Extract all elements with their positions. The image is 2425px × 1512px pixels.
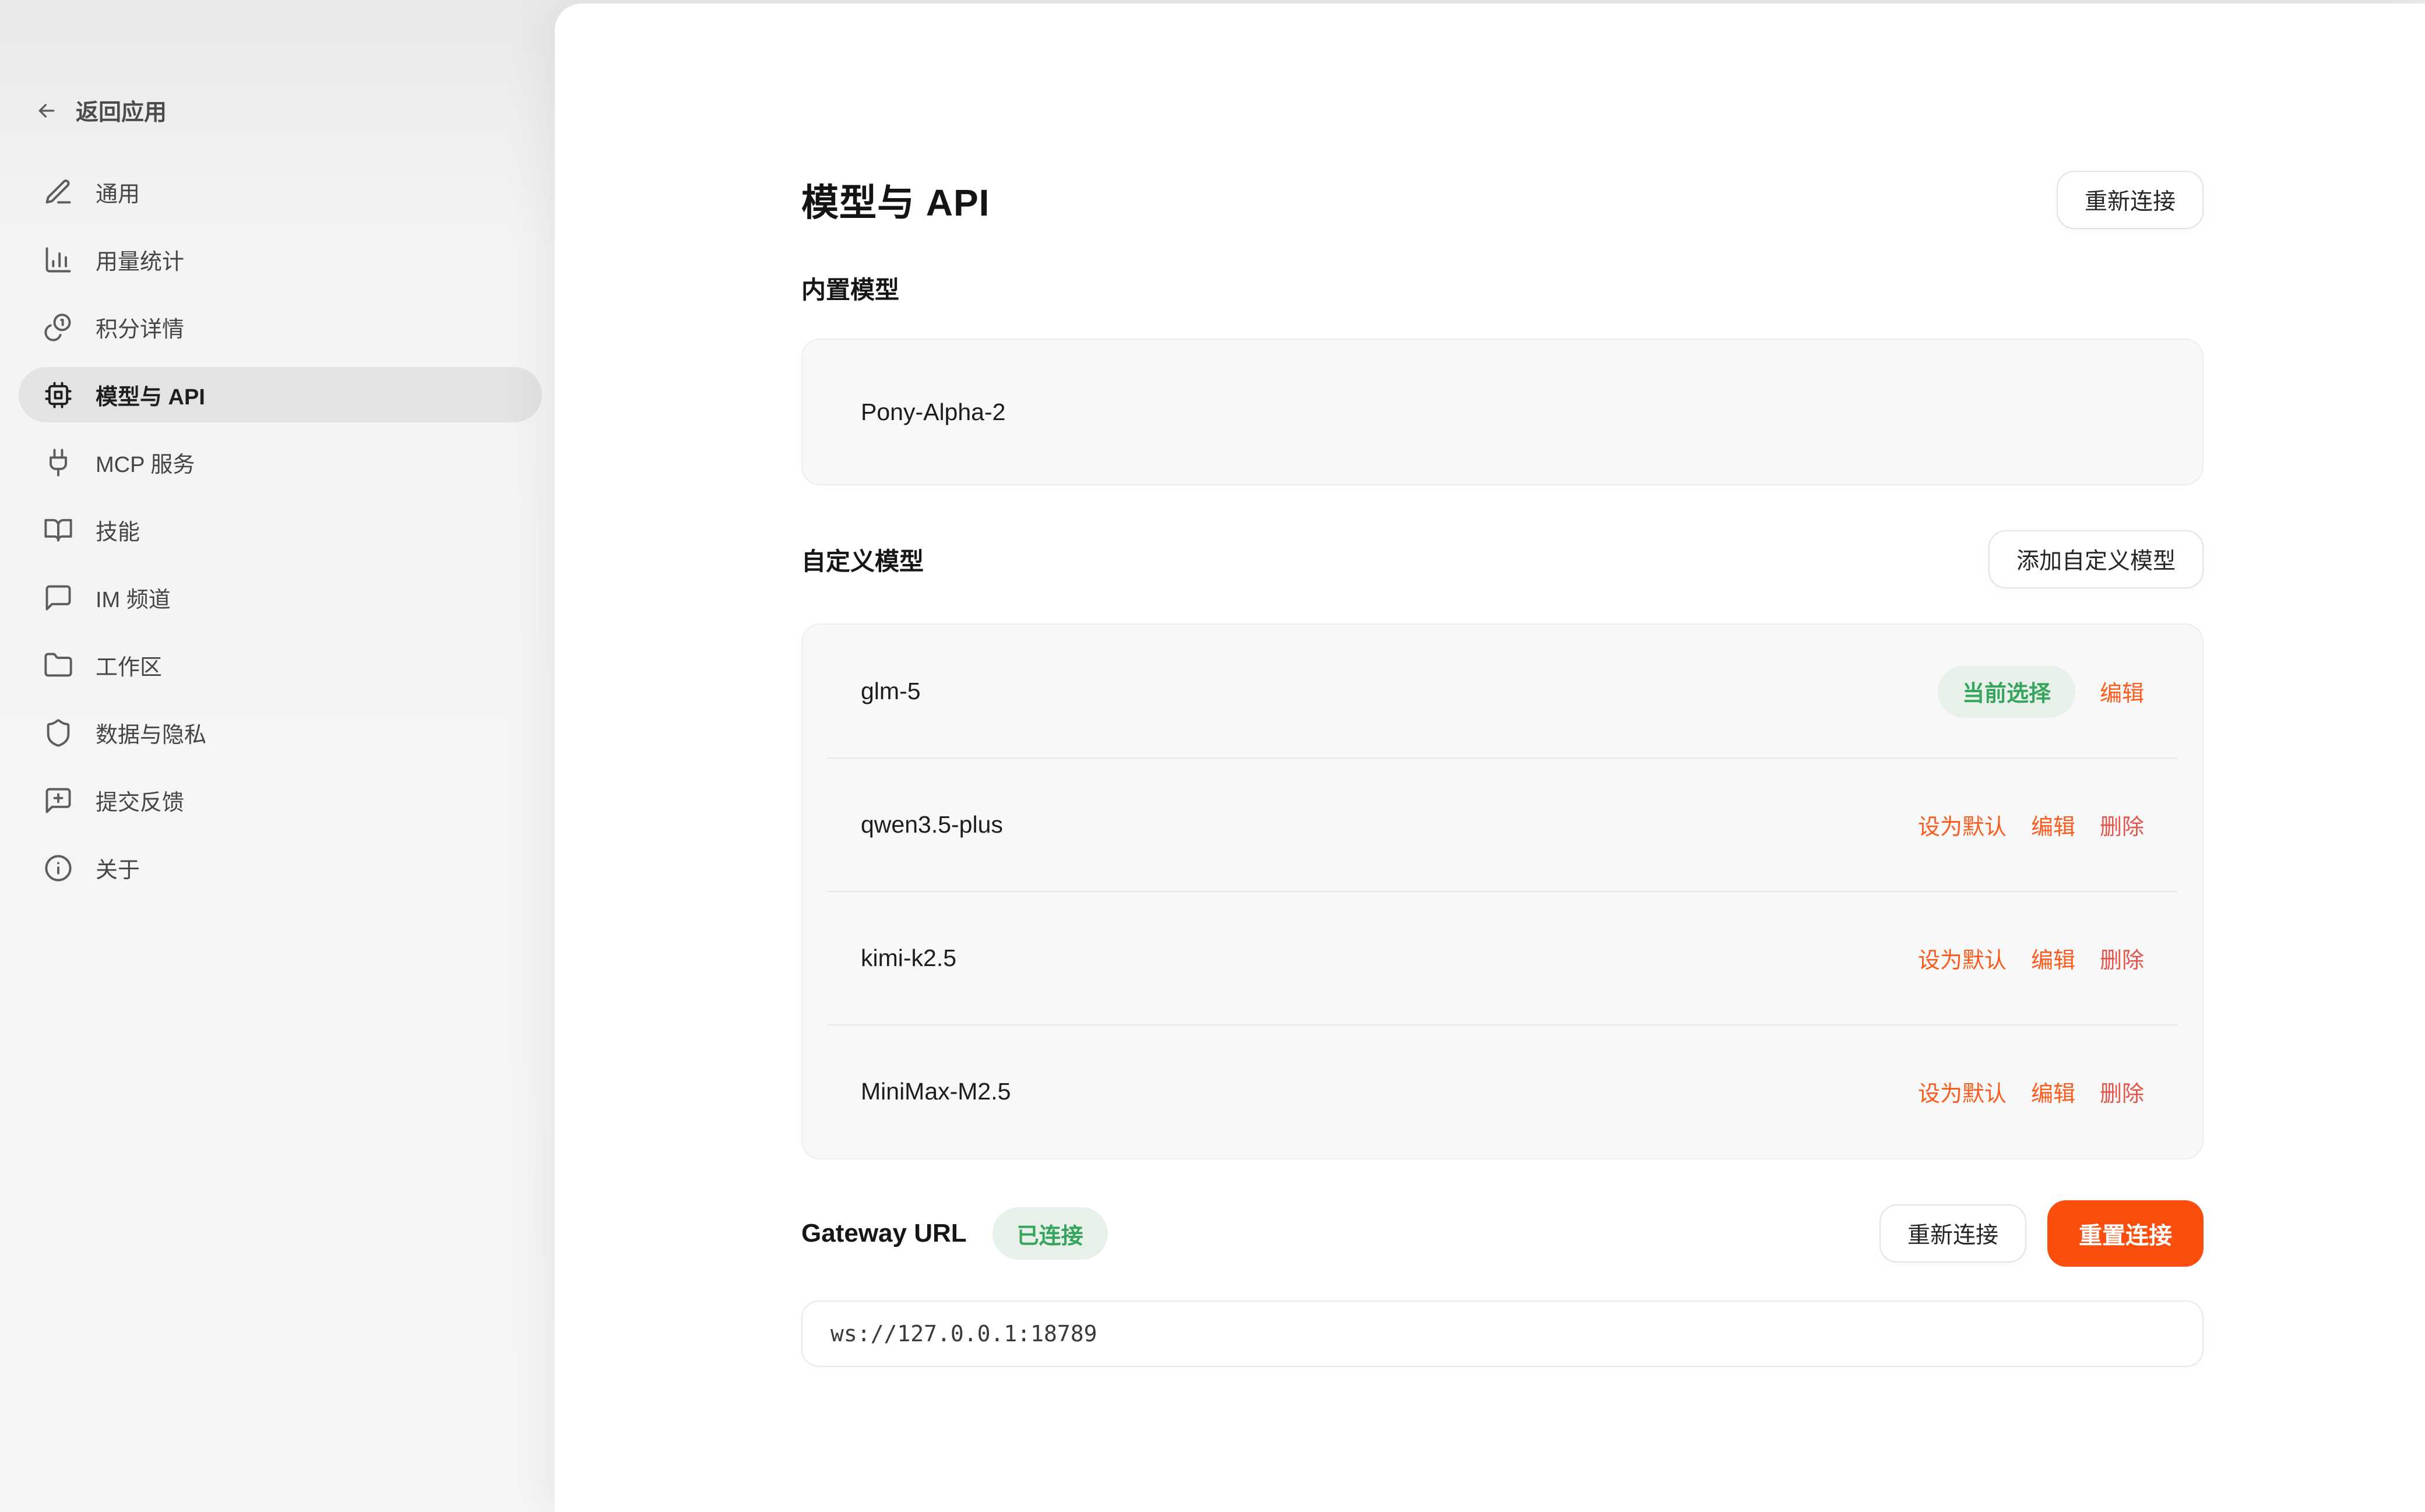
model-row-kimi: kimi-k2.5 设为默认 编辑 删除 [803, 891, 2202, 1025]
sidebar-item-label: 关于 [96, 858, 140, 883]
row-actions: 设为默认 编辑 删除 [1918, 1076, 2144, 1108]
sidebar-item-label: 工作区 [96, 655, 163, 680]
gateway-url-input[interactable] [801, 1300, 2204, 1367]
model-row-minimax: MiniMax-M2.5 设为默认 编辑 删除 [803, 1024, 2202, 1158]
sidebar-item-label: 技能 [96, 520, 140, 545]
model-name: glm-5 [861, 678, 921, 704]
current-selection-badge: 当前选择 [1937, 665, 2075, 718]
set-default-link[interactable]: 设为默认 [1917, 949, 2007, 973]
builtin-models-heading: 内置模型 [801, 276, 900, 304]
coins-icon [43, 312, 73, 343]
sidebar-item-label: IM 频道 [96, 588, 171, 612]
model-name: kimi-k2.5 [861, 944, 957, 971]
model-row-qwen: qwen3.5-plus 设为默认 编辑 删除 [803, 757, 2202, 891]
gateway-url-label: Gateway URL [801, 1219, 967, 1247]
sidebar-item-models-api[interactable]: 模型与 API [19, 367, 542, 422]
sidebar-item-workspace[interactable]: 工作区 [19, 637, 542, 693]
sidebar-item-about[interactable]: 关于 [19, 840, 542, 896]
builtin-model-name: Pony-Alpha-2 [861, 398, 1006, 425]
title-row: 模型与 API 重新连接 [801, 168, 2204, 232]
delete-link[interactable]: 删除 [2099, 1082, 2144, 1106]
sidebar-item-data-privacy[interactable]: 数据与隐私 [19, 705, 542, 760]
sidebar-item-label: 积分详情 [96, 318, 185, 342]
sidebar-item-label: MCP 服务 [96, 453, 195, 477]
row-actions: 设为默认 编辑 删除 [1918, 809, 2144, 841]
sidebar: 返回应用 通用 用量统计 积分详情 [0, 0, 555, 1512]
sidebar-item-usage-stats[interactable]: 用量统计 [19, 232, 542, 287]
sidebar-item-mcp-services[interactable]: MCP 服务 [19, 435, 542, 490]
chat-bubble-icon [43, 583, 73, 613]
gateway-buttons: 重新连接 重置连接 [1879, 1200, 2204, 1267]
bar-chart-icon [43, 245, 73, 275]
sidebar-item-label: 模型与 API [96, 385, 205, 410]
arrow-left-icon [38, 104, 55, 118]
edit-link[interactable]: 编辑 [2099, 682, 2144, 706]
sidebar-nav: 通用 用量统计 积分详情 模型与 API [19, 164, 542, 896]
builtin-model-box: Pony-Alpha-2 [801, 339, 2204, 485]
model-row-glm-5: glm-5 当前选择 编辑 [803, 625, 2202, 758]
gateway-reset-button[interactable]: 重置连接 [2047, 1200, 2204, 1267]
row-actions: 当前选择 编辑 [1937, 665, 2144, 718]
cpu-icon [43, 380, 73, 410]
model-name: MiniMax-M2.5 [861, 1078, 1011, 1105]
custom-model-list: glm-5 当前选择 编辑 qwen3.5-plus 设为默认 编辑 删除 [801, 623, 2204, 1159]
sidebar-item-label: 数据与隐私 [96, 723, 207, 748]
models-api-content: 模型与 API 重新连接 内置模型 Pony-Alpha-2 自定义模型 添加自… [801, 3, 2204, 1512]
edit-link[interactable]: 编辑 [2030, 1082, 2075, 1106]
delete-link[interactable]: 删除 [2099, 815, 2144, 840]
connected-status-badge: 已连接 [992, 1207, 1108, 1260]
row-actions: 设为默认 编辑 删除 [1918, 942, 2144, 974]
sidebar-item-general[interactable]: 通用 [19, 164, 542, 220]
pencil-icon [43, 177, 73, 207]
sidebar-item-label: 通用 [96, 182, 140, 207]
reconnect-button[interactable]: 重新连接 [2056, 171, 2204, 229]
custom-models-header: 自定义模型 添加自定义模型 [801, 528, 2204, 591]
back-to-app-button[interactable]: 返回应用 [35, 92, 167, 129]
feedback-plus-icon [43, 785, 73, 816]
sidebar-item-credits[interactable]: 积分详情 [19, 299, 542, 355]
page-title: 模型与 API [801, 182, 990, 224]
custom-models-heading: 自定义模型 [801, 547, 924, 575]
edit-link[interactable]: 编辑 [2030, 815, 2075, 840]
set-default-link[interactable]: 设为默认 [1917, 815, 2007, 840]
back-label: 返回应用 [76, 100, 167, 125]
sidebar-item-im-channels[interactable]: IM 频道 [19, 570, 542, 625]
set-default-link[interactable]: 设为默认 [1917, 1082, 2007, 1106]
edit-link[interactable]: 编辑 [2030, 949, 2075, 973]
sidebar-item-label: 用量统计 [96, 250, 185, 274]
shield-icon [43, 718, 73, 748]
delete-link[interactable]: 删除 [2099, 949, 2144, 973]
folder-icon [43, 650, 73, 681]
add-custom-model-button[interactable]: 添加自定义模型 [1988, 530, 2204, 588]
plug-icon [43, 447, 73, 478]
info-icon [43, 853, 73, 883]
sidebar-item-skills[interactable]: 技能 [19, 502, 542, 558]
sidebar-item-feedback[interactable]: 提交反馈 [19, 773, 542, 828]
sidebar-item-label: 提交反馈 [96, 791, 185, 815]
gateway-row: Gateway URL 已连接 重新连接 重置连接 [801, 1199, 2204, 1268]
model-name: qwen3.5-plus [861, 811, 1003, 838]
main-panel: 模型与 API 重新连接 内置模型 Pony-Alpha-2 自定义模型 添加自… [555, 3, 2425, 1512]
book-open-icon [43, 515, 73, 545]
gateway-label-group: Gateway URL 已连接 [801, 1207, 1108, 1260]
gateway-reconnect-button[interactable]: 重新连接 [1879, 1204, 2026, 1263]
